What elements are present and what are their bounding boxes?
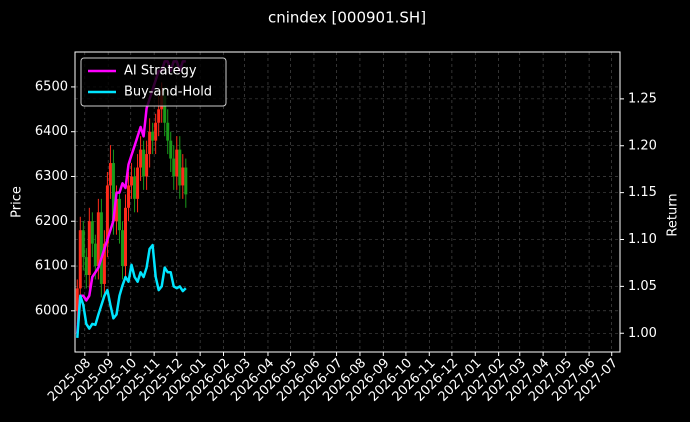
candle-body bbox=[172, 158, 176, 177]
candle-body bbox=[111, 163, 115, 222]
candle-body bbox=[148, 131, 152, 155]
legend-box bbox=[80, 57, 227, 107]
candle-body bbox=[175, 149, 179, 177]
candle-body bbox=[108, 163, 112, 186]
y-tick-label: 6000 bbox=[35, 303, 68, 318]
y2-tick-label: 1.00 bbox=[628, 326, 657, 341]
candle-body bbox=[75, 288, 79, 311]
candle-body bbox=[105, 185, 109, 244]
candle-body bbox=[87, 221, 91, 275]
candle-body bbox=[139, 149, 143, 168]
candle-body bbox=[133, 176, 137, 199]
candle-body bbox=[90, 221, 94, 244]
candle-body bbox=[184, 167, 188, 195]
y2-tick-label: 1.10 bbox=[628, 232, 657, 247]
legend-label: Buy-and-Hold bbox=[124, 85, 212, 100]
candle-body bbox=[99, 212, 103, 284]
chart-title: cnindex [000901.SH] bbox=[268, 9, 426, 27]
candle-body bbox=[81, 230, 85, 258]
candle-body bbox=[151, 131, 155, 141]
candle-body bbox=[114, 198, 118, 222]
candle-body bbox=[157, 109, 161, 123]
candle-body bbox=[181, 167, 185, 186]
y2-tick-label: 1.15 bbox=[628, 185, 657, 200]
y2-tick-label: 1.25 bbox=[628, 91, 657, 106]
y-tick-label: 6500 bbox=[35, 79, 68, 94]
candle-body bbox=[117, 198, 121, 231]
y2-axis-label: Return bbox=[666, 193, 681, 236]
candle-body bbox=[169, 140, 173, 159]
line-series bbox=[76, 243, 187, 338]
candle-body bbox=[163, 95, 167, 123]
y-tick-label: 6300 bbox=[35, 169, 68, 184]
y-tick-label: 6400 bbox=[35, 124, 68, 139]
candle-body bbox=[166, 122, 170, 141]
candle-body bbox=[96, 212, 100, 267]
candle-body bbox=[130, 176, 134, 186]
candle-body bbox=[142, 149, 146, 177]
candle-body bbox=[84, 257, 88, 275]
candle-body bbox=[145, 154, 149, 177]
candle-body bbox=[102, 243, 106, 284]
candle-body bbox=[154, 122, 158, 141]
candle-body bbox=[93, 243, 97, 267]
candle-body bbox=[136, 167, 140, 199]
y2-tick-label: 1.05 bbox=[628, 279, 657, 294]
legend-label: AI Strategy bbox=[124, 64, 197, 79]
candle-body bbox=[120, 230, 124, 267]
plot-frame bbox=[74, 51, 621, 353]
candle-body bbox=[178, 149, 182, 186]
candle-body bbox=[78, 230, 82, 289]
candle-body bbox=[124, 207, 128, 267]
candle-body bbox=[127, 185, 131, 208]
y-tick-label: 6100 bbox=[35, 259, 68, 274]
y2-tick-label: 1.20 bbox=[628, 138, 657, 153]
y-tick-label: 6200 bbox=[35, 214, 68, 229]
y-axis-label: Price bbox=[10, 186, 25, 218]
